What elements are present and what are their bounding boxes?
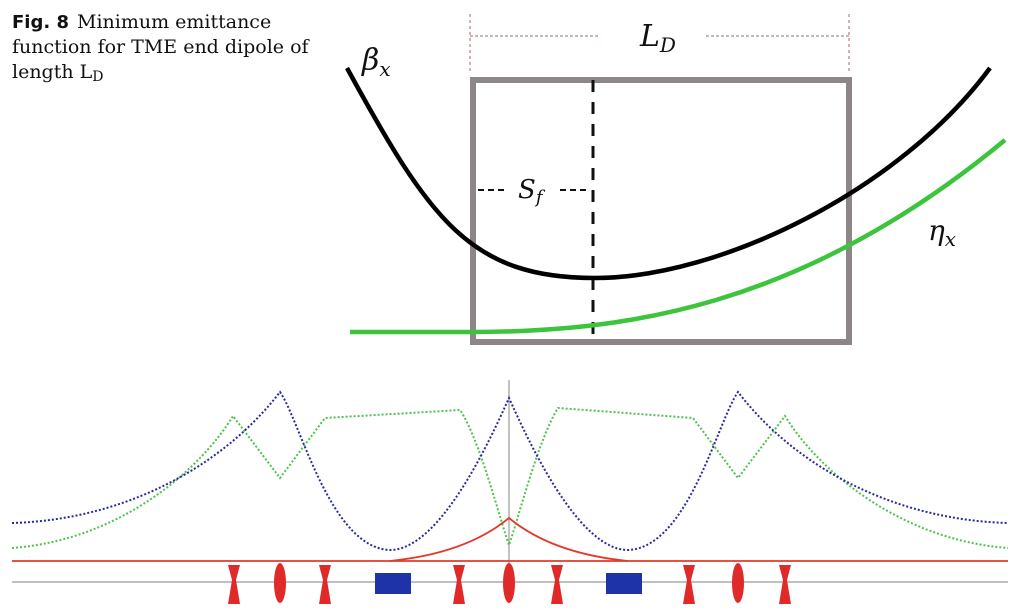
- dipole-box: [470, 77, 852, 345]
- defocus-quad-2: [319, 565, 331, 604]
- beta-y-curve: [11, 406, 1009, 549]
- length-label: LD: [639, 19, 676, 57]
- dispersion-bump: [389, 516, 629, 562]
- figure-label: Fig. 8: [12, 12, 69, 33]
- beta-x-curve: [345, 66, 992, 281]
- defocus-quad-5: [683, 565, 695, 604]
- figure-caption: Fig. 8 Minimum emittance function for TME…: [12, 10, 312, 90]
- beta-x-label: βx: [361, 43, 391, 81]
- focus-quad-2: [503, 563, 515, 603]
- dipole-block-2: [606, 573, 642, 594]
- sf-label: Sf: [518, 175, 546, 208]
- defocus-quad-3: [453, 565, 465, 604]
- beta-x-curve-lattice: [11, 390, 1009, 552]
- caption-subscript: D: [92, 69, 104, 85]
- eta-x-curve: [350, 138, 1007, 335]
- eta-x-label: ηx: [928, 214, 956, 251]
- defocus-quad-6: [779, 565, 791, 604]
- dipole-block-1: [375, 573, 411, 594]
- defocus-quad-4: [551, 565, 563, 604]
- top-diagram: LD Sf βx ηx: [345, 14, 1007, 345]
- focus-quad-1: [274, 563, 286, 603]
- defocus-quad-1: [228, 565, 240, 604]
- length-dimension: [469, 14, 850, 72]
- focus-quad-3: [732, 563, 744, 603]
- caption-text: Minimum emittance function for TME end d…: [12, 11, 309, 83]
- bottom-diagram: [11, 380, 1009, 604]
- magnet-lattice: [228, 563, 791, 604]
